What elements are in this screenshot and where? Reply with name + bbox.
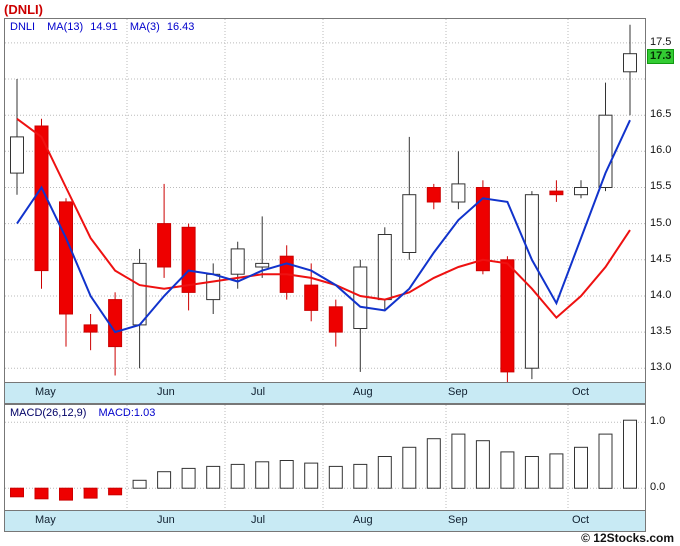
candle-body (426, 187, 441, 203)
price-chart-panel: DNLI MA(13) 14.91 MA(3) 16.43 May Jun Jul A… (4, 18, 646, 404)
x-axis-month-label: Jul (251, 514, 266, 526)
x-axis-month-label: Jun (157, 514, 175, 526)
candle-body (304, 284, 319, 311)
price-y-tick-label: 15.0 (650, 216, 672, 229)
candle-body (181, 226, 196, 293)
price-y-tick-label: 14.5 (650, 252, 672, 265)
price-x-axis-band: May Jun Jul Aug Sep Oct (5, 382, 645, 403)
macd-y-tick-label: 1.0 (650, 415, 666, 428)
macd-bar (328, 465, 343, 489)
candle-body (475, 187, 490, 272)
macd-bar (10, 487, 24, 498)
x-axis-month-label: Aug (353, 386, 373, 398)
x-axis-month-label: May (35, 386, 56, 398)
ma13-value: 14.91 (90, 21, 118, 33)
candle-body (402, 194, 417, 253)
x-axis-month-label: Aug (353, 514, 373, 526)
macd-bar (475, 440, 490, 489)
candle-body (524, 194, 539, 369)
macd-current-value: MACD:1.03 (98, 407, 156, 419)
page-title: (DNLI) (4, 2, 43, 17)
macd-bar (132, 479, 147, 489)
ma13-line (16, 117, 631, 320)
ma3-label: MA(3) (129, 21, 160, 33)
candle-body (623, 53, 637, 73)
macd-x-axis-band: May Jun Jul Aug Sep Oct (5, 510, 645, 531)
watermark: © 12Stocks.com (581, 531, 674, 545)
candle-body (574, 187, 588, 196)
macd-bar (59, 487, 73, 501)
candle-body (132, 262, 147, 326)
macd-bar (83, 487, 98, 499)
x-axis-month-label: Oct (572, 386, 590, 398)
macd-histogram-chart (5, 405, 645, 510)
price-y-tick-label: 15.5 (650, 180, 672, 193)
macd-bar (500, 451, 515, 489)
macd-bar (304, 462, 319, 489)
macd-bar (426, 438, 441, 489)
macd-bar (279, 460, 294, 489)
candle-body (255, 262, 270, 268)
candle-body (500, 259, 515, 373)
candlestick-chart (5, 19, 645, 382)
candle-body (377, 234, 392, 301)
ma3-value: 16.43 (166, 21, 195, 33)
x-axis-month-label: Oct (572, 514, 590, 526)
candle-body (353, 266, 368, 329)
macd-bar (574, 446, 588, 489)
macd-bar (377, 456, 392, 489)
x-axis-month-label: Jul (251, 386, 266, 398)
macd-y-tick-label: 0.0 (650, 481, 666, 494)
macd-bar (157, 471, 172, 489)
ma3-line (16, 119, 631, 334)
macd-bar (108, 487, 123, 496)
macd-bar (623, 419, 637, 489)
macd-bar (598, 433, 613, 489)
macd-bar (255, 461, 270, 489)
candle-body (598, 114, 613, 188)
price-y-tick-label: 13.0 (650, 361, 672, 374)
macd-bar (524, 456, 539, 489)
candle-body (108, 299, 123, 348)
x-axis-month-label: May (35, 514, 56, 526)
macd-bar (353, 463, 368, 489)
macd-panel: MACD(26,12,9) MACD:1.03 May Jun Jul Aug Sep O… (4, 404, 646, 532)
candle-body (83, 324, 98, 333)
candle-body (230, 248, 245, 275)
candle-body (206, 273, 221, 301)
macd-bar (230, 463, 245, 489)
ticker-symbol: DNLI (10, 21, 36, 33)
x-axis-month-label: Sep (448, 386, 468, 398)
macd-legend: MACD(26,12,9) MACD:1.03 (10, 407, 164, 419)
macd-bar (402, 446, 417, 489)
candle-body (451, 183, 466, 203)
candle-body (157, 223, 172, 268)
candle-body (59, 201, 73, 315)
price-y-tick-label: 16.0 (650, 144, 672, 157)
macd-bar (181, 467, 196, 489)
price-chart-legend: DNLI MA(13) 14.91 MA(3) 16.43 (10, 21, 203, 33)
candle-body (549, 190, 564, 196)
current-price-tag: 17.3 (647, 49, 675, 65)
candle-body (10, 136, 24, 174)
macd-bar (451, 433, 466, 489)
x-axis-month-label: Sep (448, 514, 468, 526)
price-y-tick-label: 16.5 (650, 108, 672, 121)
price-y-tick-label: 13.5 (650, 325, 672, 338)
price-y-tick-label: 14.0 (650, 288, 672, 301)
ma13-label: MA(13) (47, 21, 84, 33)
candle-body (328, 306, 343, 333)
x-axis-month-label: Jun (157, 386, 175, 398)
macd-params-label: MACD(26,12,9) (10, 407, 87, 419)
price-y-tick-label: 17.5 (650, 35, 672, 48)
macd-bar (206, 465, 221, 489)
macd-bar (34, 487, 49, 500)
macd-bar (549, 453, 564, 489)
